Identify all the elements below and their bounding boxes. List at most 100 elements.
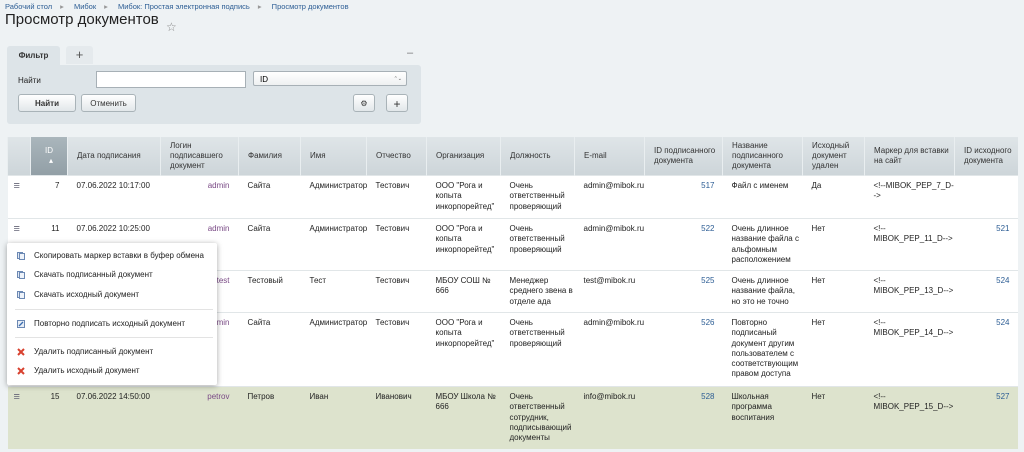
cancel-button[interactable]: Отменить [81, 94, 136, 112]
table-cell: Администратор [301, 176, 367, 219]
add-tab[interactable]: + [66, 46, 93, 64]
add-button[interactable]: + [386, 94, 408, 112]
table-cell: 7 [31, 176, 68, 219]
table-cell: 522 [645, 219, 723, 271]
table-cell: Сайта [239, 219, 301, 271]
column-header[interactable]: Название подписанного документа [723, 137, 803, 176]
table-cell: Школьная программа воспитания [723, 387, 803, 449]
table-cell: 07.06.2022 10:17:00 [68, 176, 161, 219]
table-cell: Тестович [367, 271, 427, 313]
table-cell: Иван [301, 387, 367, 449]
table-cell: ООО "Рога и копыта инкорпорейтед" [427, 313, 501, 387]
table-cell: admin@mibok.ru [575, 313, 645, 387]
table-cell: 528 [645, 387, 723, 449]
table-cell: Очень ответственный проверяющий [501, 313, 575, 387]
table-cell: <!--MIBOK_PEP_14_D--> [865, 313, 955, 387]
table-cell: 521 [955, 219, 1018, 271]
breadcrumbs: Рабочий стол▸ Мибок▸ Мибок: Простая элек… [5, 2, 349, 11]
table-cell: ООО "Рога и копыта инкорпорейтед" [427, 176, 501, 219]
column-header[interactable]: Фамилия [239, 137, 301, 176]
doc-icon [17, 291, 25, 299]
table-cell: Очень длинное название файла с альфомным… [723, 219, 803, 271]
table-cell: 525 [645, 271, 723, 313]
filter-panel: Найти ID Найти Отменить ⚙ + [7, 65, 421, 124]
header-row: ID ▴Дата подписанияЛогин подписавшего до… [8, 137, 1018, 176]
table-cell: Петров [239, 387, 301, 449]
find-button[interactable]: Найти [18, 94, 76, 112]
table-cell: petrov [161, 387, 239, 449]
table-cell: 07.06.2022 14:50:00 [68, 387, 161, 449]
table-cell: 524 [955, 271, 1018, 313]
doc-icon [17, 271, 25, 279]
table-cell: 526 [645, 313, 723, 387]
column-header[interactable]: Исходный документ удален [803, 137, 865, 176]
header-cell [8, 137, 31, 176]
menu-item[interactable]: Удалить подписанный документ [34, 347, 153, 356]
row-menu[interactable]: ≡ [8, 387, 31, 449]
page-title: Просмотр документов [5, 11, 159, 28]
breadcrumb[interactable]: Мибок [74, 2, 96, 11]
table-cell: МБОУ Школа № 666 [427, 387, 501, 449]
table-cell: Файл с именем [723, 176, 803, 219]
table-cell: <!--MIBOK_PEP_15_D--> [865, 387, 955, 449]
table-cell: Тестович [367, 313, 427, 387]
menu-item[interactable]: Удалить исходный документ [34, 366, 140, 375]
table-cell: <!--MIBOK_PEP_11_D--> [865, 219, 955, 271]
menu-item[interactable]: Скачать подписанный документ [34, 270, 153, 279]
table-cell: Нет [803, 271, 865, 313]
table-cell: ООО "Рога и копыта инкорпорейтед" [427, 219, 501, 271]
column-header[interactable]: Имя [301, 137, 367, 176]
delete-icon [17, 367, 25, 375]
breadcrumb[interactable]: Рабочий стол [5, 2, 52, 11]
table-cell: Тестовый [239, 271, 301, 313]
table-cell: <!--MIBOK_PEP_7_D--> [865, 176, 955, 219]
table-cell: Администратор [301, 313, 367, 387]
table-cell: Менеджер среднего звена в отделе ада [501, 271, 575, 313]
row-menu[interactable]: ≡ [8, 176, 31, 219]
column-header[interactable]: ID ▴ [31, 137, 68, 176]
search-input[interactable] [96, 71, 246, 88]
table-cell: admin@mibok.ru [575, 219, 645, 271]
table-cell: Очень ответственный сотрудник, подписыва… [501, 387, 575, 449]
delete-icon [17, 348, 25, 356]
column-header[interactable]: Маркер для вставки на сайт [865, 137, 955, 176]
breadcrumb[interactable]: Мибок: Простая электронная подпись [118, 2, 250, 11]
settings-button[interactable]: ⚙ [353, 94, 375, 112]
column-header[interactable]: E-mail [575, 137, 645, 176]
field-label: Найти [18, 76, 41, 85]
table-cell: admin [161, 176, 239, 219]
field-select[interactable]: ID [253, 71, 407, 86]
menu-item[interactable]: Повторно подписать исходный документ [34, 319, 185, 328]
breadcrumb[interactable]: Просмотр документов [272, 2, 349, 11]
table-cell: 527 [955, 387, 1018, 449]
table-cell: Тестович [367, 176, 427, 219]
menu-item[interactable]: Скачать исходный документ [34, 290, 139, 299]
table-cell: Нет [803, 313, 865, 387]
table-cell: МБОУ СОШ № 666 [427, 271, 501, 313]
column-header[interactable]: ID подписанного документа [645, 137, 723, 176]
table-cell: <!--MIBOK_PEP_13_D--> [865, 271, 955, 313]
sign-icon [17, 320, 25, 328]
table-cell: Сайта [239, 176, 301, 219]
table-cell: Повторно подписаный документ другим поль… [723, 313, 803, 387]
table-cell: Очень ответственный проверяющий [501, 219, 575, 271]
table-cell: Тестович [367, 219, 427, 271]
table-cell: Да [803, 176, 865, 219]
table-cell: Нет [803, 219, 865, 271]
column-header[interactable]: Организация [427, 137, 501, 176]
column-header[interactable]: Дата подписания [68, 137, 161, 176]
column-header[interactable]: ID исходного документа [955, 137, 1018, 176]
column-header[interactable]: Логин подписавшего документ [161, 137, 239, 176]
separator [15, 309, 213, 310]
table-cell: Очень длинное название файла, но это не … [723, 271, 803, 313]
filter-tab[interactable]: Фильтр [7, 46, 60, 65]
column-header[interactable]: Должность [501, 137, 575, 176]
table-cell: admin@mibok.ru [575, 176, 645, 219]
table-cell: 524 [955, 313, 1018, 387]
favorite-star[interactable]: ☆ [166, 20, 177, 34]
collapse[interactable]: – [407, 47, 413, 59]
table-cell: Иванович [367, 387, 427, 449]
menu-item[interactable]: Скопировать маркер вставки в буфер обмен… [34, 251, 204, 260]
column-header[interactable]: Отчество [367, 137, 427, 176]
